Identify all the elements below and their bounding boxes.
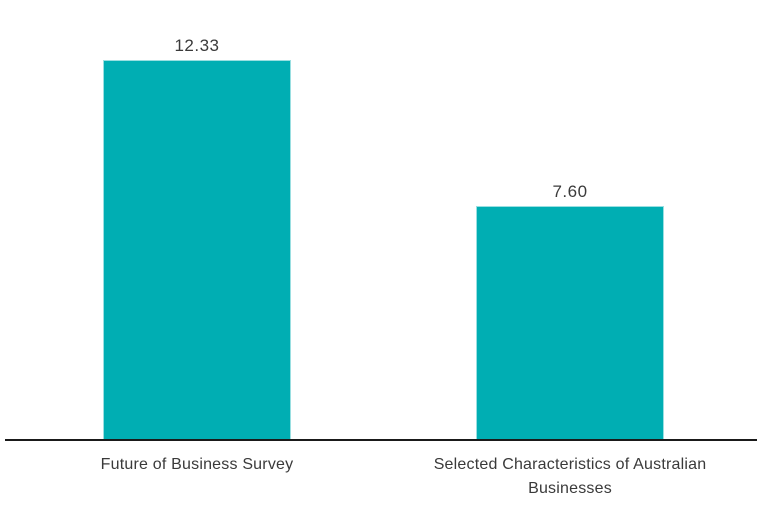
bar-future-of-business-survey [103,60,291,440]
data-label: 7.60 [552,182,588,201]
bar-group-future-of-business-survey: 12.33 [103,37,291,440]
x-axis-line [5,439,757,441]
x-axis-category-label: Future of Business Survey [100,456,294,473]
bar-group-selected-characteristics: 7.60 [476,183,664,440]
data-label: 12.33 [174,36,220,55]
bar-selected-characteristics [476,206,664,440]
x-axis-category-label: Selected Characteristics of Australian B… [433,456,707,497]
